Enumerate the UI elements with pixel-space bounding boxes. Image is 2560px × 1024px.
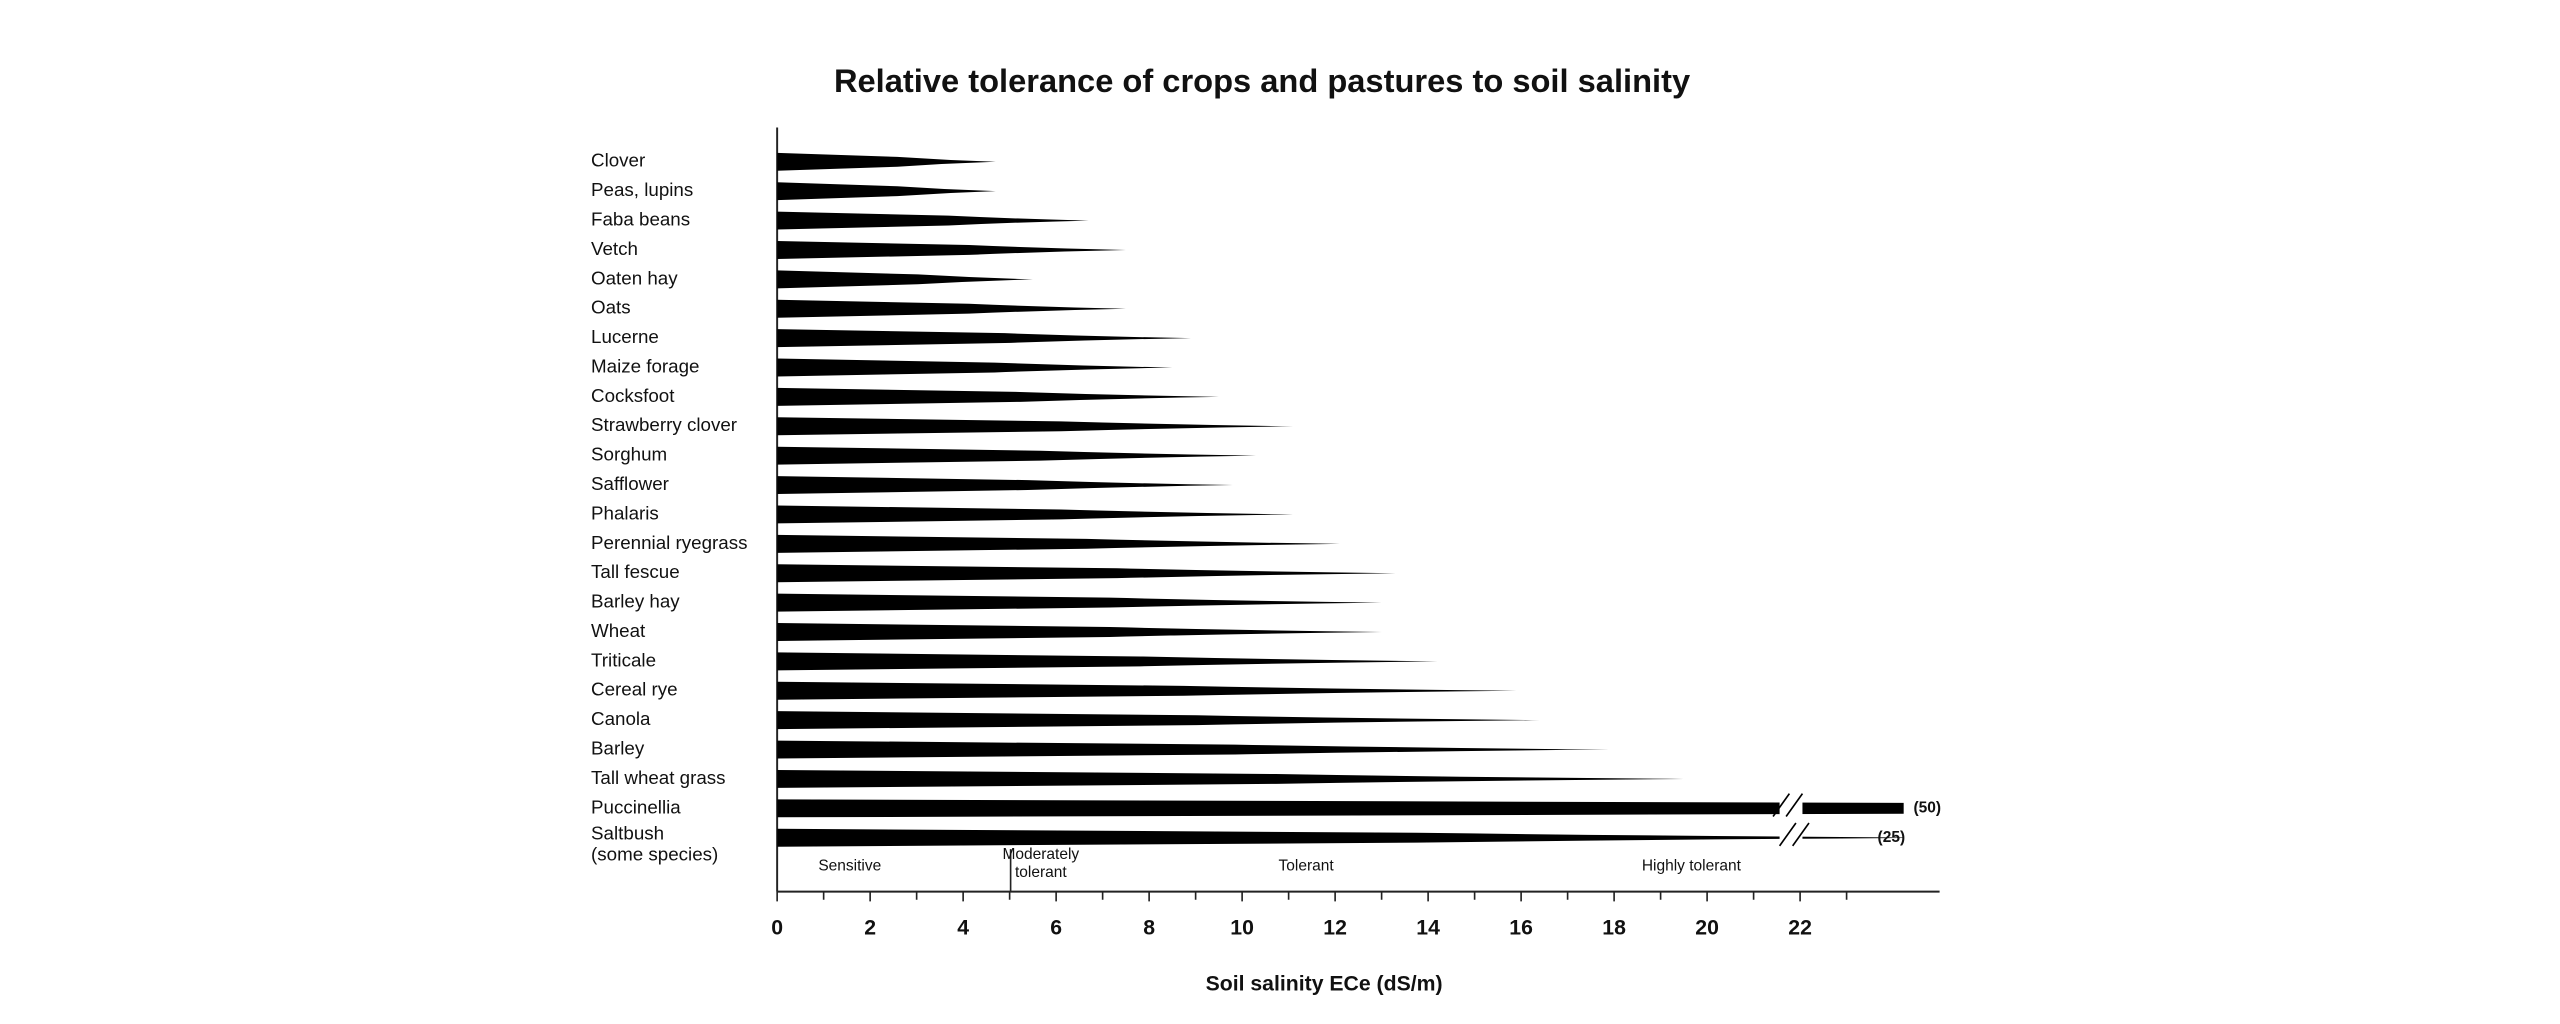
category-label: Barley hay [591, 591, 680, 612]
category-label: Vetch [591, 238, 638, 259]
bar [777, 505, 1294, 524]
bar [777, 270, 1033, 289]
bar [777, 799, 1904, 818]
break-mark [1778, 822, 1797, 847]
bar [777, 240, 1126, 259]
x-tick-label: 6 [1050, 917, 1062, 940]
zone-label-box: Tolerant [1278, 858, 1334, 876]
bar [777, 740, 1610, 759]
break-gap [1779, 792, 1803, 848]
x-tick-label: 20 [1695, 917, 1719, 940]
x-tick-label: 2 [864, 917, 876, 940]
bar [777, 593, 1382, 612]
bar [777, 417, 1294, 436]
zone-label: Moderately tolerant [1002, 847, 1080, 882]
bar [777, 182, 996, 201]
category-label: Cereal rye [591, 679, 678, 700]
category-label: Maize forage [591, 355, 699, 376]
zone-label-box: Sensitive [818, 858, 882, 876]
category-label: Tall fescue [591, 561, 680, 582]
bar [777, 476, 1233, 495]
bar [777, 711, 1540, 730]
category-label: Canola [591, 708, 651, 729]
zone-label-box: Moderately tolerant [1002, 847, 1080, 882]
bar [777, 358, 1173, 377]
category-label: Puccinellia [591, 796, 681, 817]
chart-title: Relative tolerance of crops and pastures… [834, 62, 1690, 99]
category-label: Wheat [591, 620, 646, 641]
category-label: Faba beans [591, 209, 690, 230]
x-tick-label: 22 [1788, 917, 1812, 940]
category-label: Peas, lupins [591, 179, 693, 200]
x-tick-label: 18 [1602, 917, 1626, 940]
category-label: Strawberry clover [591, 414, 737, 435]
bar [777, 446, 1257, 465]
bar [777, 769, 1684, 788]
category-label: Phalaris [591, 502, 659, 523]
bar [777, 681, 1517, 700]
bar [777, 329, 1191, 348]
x-tick-label: 16 [1509, 917, 1533, 940]
x-tick-label: 8 [1143, 917, 1155, 940]
break-mark [1785, 793, 1804, 817]
x-tick-label: 14 [1416, 917, 1440, 940]
x-tick-label: 4 [957, 917, 969, 940]
axis-breaks [1772, 792, 1810, 848]
x-tick-label: 0 [771, 917, 783, 940]
bar [777, 534, 1340, 553]
bar [777, 652, 1438, 671]
category-label: Safflower [591, 473, 669, 494]
zone-label: Highly tolerant [1641, 858, 1741, 876]
bar [777, 211, 1089, 230]
category-label: Perennial ryegrass [591, 532, 747, 553]
x-axis-title: Soil salinity ECe (dS/m) [1206, 972, 1443, 995]
category-label-box: Saltbush (some species) [591, 824, 719, 866]
zone-label: Sensitive [818, 858, 882, 876]
bar [777, 564, 1396, 583]
break-mark [1791, 822, 1810, 847]
bars [777, 152, 1904, 847]
category-label: Cocksfoot [591, 385, 675, 406]
category-label: Clover [591, 150, 645, 171]
category-label: Lucerne [591, 326, 659, 347]
category-label: Barley [591, 738, 645, 759]
value-label: (50) [1913, 799, 1941, 816]
category-label: Saltbush (some species) [591, 824, 719, 866]
value-label: (25) [1878, 829, 1906, 846]
zone-label: Tolerant [1278, 858, 1334, 876]
bar [777, 387, 1219, 406]
x-tick-label: 10 [1230, 917, 1254, 940]
bar [777, 152, 996, 171]
category-label: Oaten hay [591, 267, 678, 288]
bar [777, 623, 1382, 641]
zone-label-box: Highly tolerant [1641, 858, 1741, 876]
category-label: Tall wheat grass [591, 767, 726, 788]
break-mark [1772, 793, 1791, 817]
bar [777, 828, 1904, 847]
category-label: Oats [591, 297, 631, 318]
bar [777, 299, 1126, 318]
category-label: Sorghum [591, 444, 667, 465]
x-tick-label: 12 [1323, 917, 1347, 940]
category-label: Triticale [591, 649, 656, 670]
